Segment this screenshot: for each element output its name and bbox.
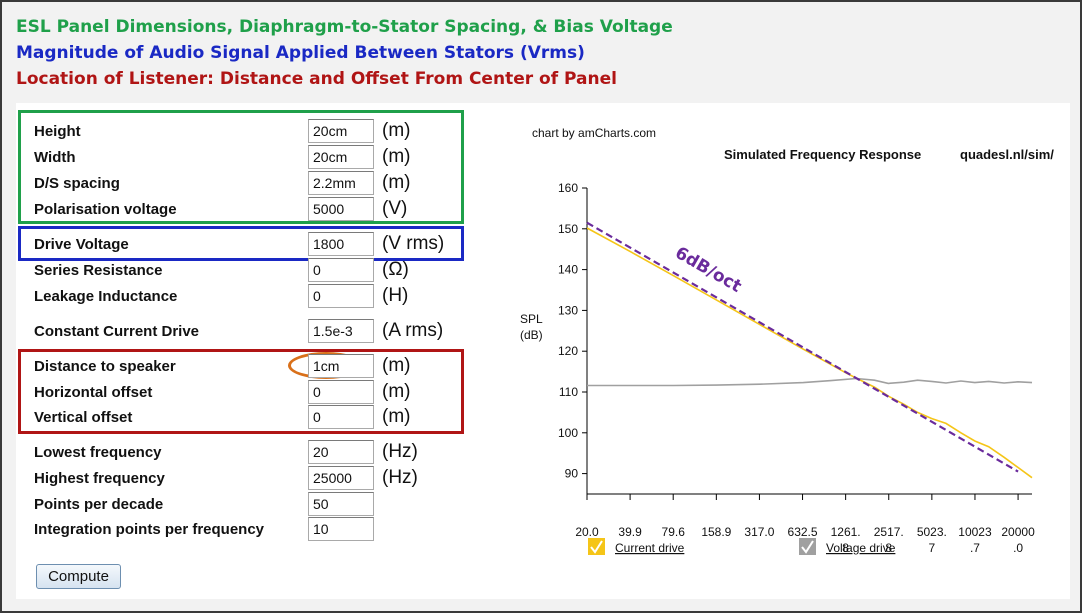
x-tick-label: 10023: [958, 525, 992, 539]
heading-audio-signal: Magnitude of Audio Signal Applied Betwee…: [16, 43, 585, 63]
x-tick-label: 39.9: [618, 525, 642, 539]
horizontal-offset-input[interactable]: [308, 380, 374, 404]
x-tick-label: 1261.: [831, 525, 861, 539]
x-tick-label: 20000: [1001, 525, 1035, 539]
x-tick-label: .7: [970, 541, 980, 555]
legend-voltage-drive-label: Voltage drive: [826, 541, 896, 555]
width-input[interactable]: [308, 145, 374, 169]
legend-current-drive-swatch: [588, 538, 605, 555]
constant-current-drive-unit: (A rms): [382, 320, 444, 341]
height-input[interactable]: [308, 119, 374, 143]
polarisation-voltage-unit: (V): [382, 198, 408, 219]
chart-source: quadesl.nl/sim/: [960, 147, 1054, 162]
horizontal-offset-label: Horizontal offset: [34, 384, 153, 401]
slope-annotation: 6dB/oct: [672, 243, 745, 297]
integration-points-label: Integration points per frequency: [34, 521, 265, 538]
x-tick-label: 7: [929, 541, 936, 555]
y-tick-label: 150: [558, 222, 578, 236]
leakage-inductance-input[interactable]: [308, 284, 374, 308]
drive-voltage-unit: (V rms): [382, 233, 445, 254]
voltage-drive-series-line: [587, 377, 1033, 387]
x-tick-label: .0: [1013, 541, 1023, 555]
x-tick-label: 20.0: [575, 525, 599, 539]
series-resistance-label: Series Resistance: [34, 262, 163, 279]
legend-current-drive-label: Current drive: [615, 541, 685, 555]
x-tick-label: 79.6: [662, 525, 686, 539]
points-per-decade-label: Points per decade: [34, 496, 164, 513]
ds-spacing-unit: (m): [382, 172, 411, 193]
vertical-offset-input[interactable]: [308, 405, 374, 429]
distance-to-speaker-input[interactable]: [308, 354, 374, 378]
width-label: Width: [34, 149, 76, 166]
panel-dimensions-highlight-box: [18, 110, 464, 224]
x-tick-label: 5023.: [917, 525, 947, 539]
points-per-decade-input[interactable]: [308, 492, 374, 516]
highest-frequency-unit: (Hz): [382, 467, 418, 488]
y-axis-label-line2: (dB): [520, 328, 543, 342]
height-unit: (m): [382, 120, 411, 141]
x-tick-label: 8: [885, 541, 892, 555]
constant-current-drive-input[interactable]: [308, 319, 374, 343]
x-tick-label: 158.9: [701, 525, 731, 539]
integration-points-input[interactable]: [308, 517, 374, 541]
heading-listener-location: Location of Listener: Distance and Offse…: [16, 69, 617, 89]
leakage-inductance-label: Leakage Inductance: [34, 288, 178, 305]
legend-check-icon: [801, 540, 814, 554]
lowest-frequency-unit: (Hz): [382, 441, 418, 462]
lowest-frequency-label: Lowest frequency: [34, 444, 162, 461]
y-tick-label: 100: [558, 426, 578, 440]
legend-check-icon: [590, 540, 603, 554]
simulator-panel: Height (m) Width (m) D/S spacing (m) Pol…: [16, 103, 1070, 599]
chart-credit[interactable]: chart by amCharts.com: [532, 126, 657, 140]
x-tick-label: 632.5: [788, 525, 818, 539]
chart-title: Simulated Frequency Response: [724, 147, 922, 162]
height-label: Height: [34, 123, 81, 140]
series-resistance-input[interactable]: [308, 258, 374, 282]
x-tick-label: 2517.: [874, 525, 904, 539]
polarisation-voltage-label: Polarisation voltage: [34, 201, 177, 218]
horizontal-offset-unit: (m): [382, 381, 411, 402]
slope-reference-line: [586, 221, 1019, 473]
drive-voltage-label: Drive Voltage: [34, 236, 129, 253]
ds-spacing-label: D/S spacing: [34, 175, 120, 192]
y-tick-label: 160: [558, 181, 578, 195]
series-resistance-unit: (Ω): [382, 259, 409, 280]
distance-to-speaker-label: Distance to speaker: [34, 358, 176, 375]
highest-frequency-input[interactable]: [308, 466, 374, 490]
y-tick-label: 130: [558, 303, 578, 317]
x-tick-label: 317.0: [744, 525, 774, 539]
y-tick-label: 140: [558, 263, 578, 277]
vertical-offset-label: Vertical offset: [34, 409, 133, 426]
listener-location-highlight-box: [18, 349, 464, 434]
vertical-offset-unit: (m): [382, 406, 411, 427]
lowest-frequency-input[interactable]: [308, 440, 374, 464]
legend-voltage-drive-swatch: [799, 538, 816, 555]
ds-spacing-input[interactable]: [308, 171, 374, 195]
distance-to-speaker-unit: (m): [382, 355, 411, 376]
compute-button[interactable]: Compute: [36, 564, 121, 589]
constant-current-drive-label: Constant Current Drive: [34, 323, 200, 340]
width-unit: (m): [382, 146, 411, 167]
y-tick-label: 90: [565, 467, 579, 481]
y-tick-label: 110: [559, 385, 578, 399]
y-tick-label: 120: [558, 344, 578, 358]
heading-panel-dimensions: ESL Panel Dimensions, Diaphragm-to-Stato…: [16, 17, 673, 37]
y-axis-label-line1: SPL: [520, 312, 543, 326]
leakage-inductance-unit: (H): [382, 285, 409, 306]
drive-voltage-input[interactable]: [308, 232, 374, 256]
current-drive-series-line: [586, 227, 1033, 479]
drive-voltage-highlight-box: [18, 226, 464, 261]
highest-frequency-label: Highest frequency: [34, 470, 165, 487]
polarisation-voltage-input[interactable]: [308, 197, 374, 221]
x-tick-label: 8: [842, 541, 849, 555]
